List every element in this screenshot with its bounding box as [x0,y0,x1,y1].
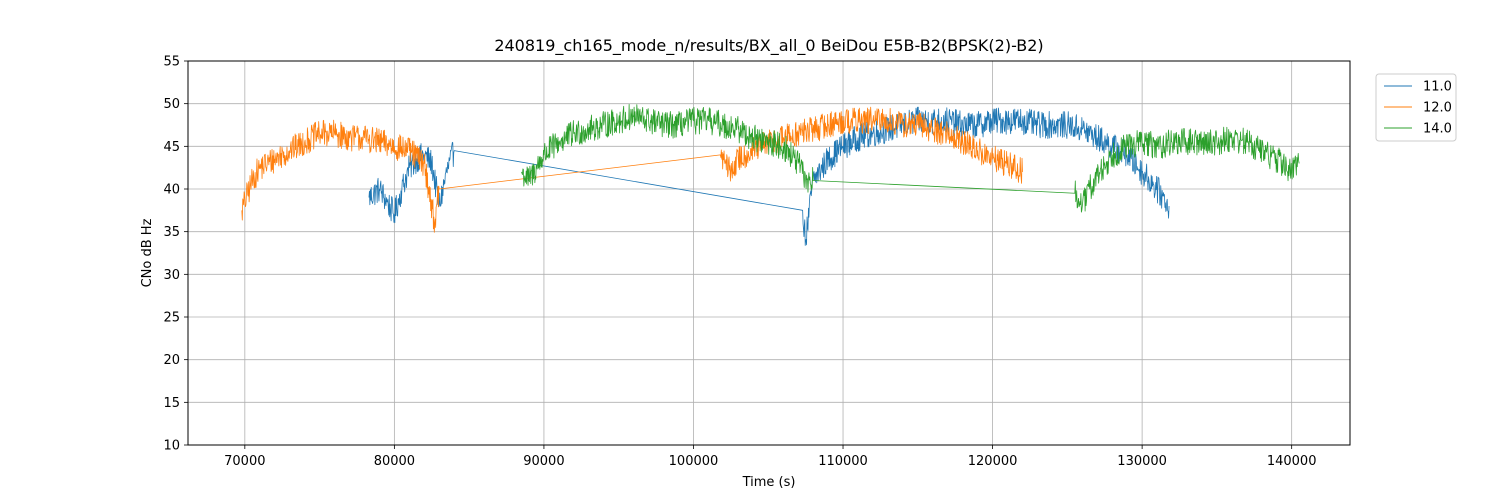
y-tick-label: 10 [163,439,180,454]
y-tick-label: 15 [163,396,180,411]
x-tick-label: 80000 [374,454,415,469]
x-tick-label: 130000 [1117,454,1167,469]
legend-label: 11.0 [1423,80,1452,95]
x-axis: 70000 80000 90000 100000 110000 120000 130000 1… [224,445,1316,469]
y-tick-label: 30 [163,268,180,283]
y-tick-label: 50 [163,97,180,112]
series-line-11.0 [368,106,1170,246]
x-tick-label: 70000 [224,454,265,469]
x-tick-label: 120000 [968,454,1018,469]
y-axis-label: CNo dB Hz [140,218,155,287]
series-layer [241,104,1300,246]
chart-title: 240819_ch165_mode_n/results/BX_all_0 Bei… [494,36,1043,56]
y-tick-label: 55 [163,55,180,70]
legend: 11.0 12.0 14.0 [1375,73,1457,142]
series-line-14.0 [521,104,1300,213]
legend-label: 14.0 [1423,122,1452,137]
x-axis-label: Time (s) [742,475,796,490]
legend-box [1375,73,1457,142]
y-tick-label: 40 [163,183,180,198]
x-tick-label: 140000 [1267,454,1317,469]
x-tick-label: 100000 [669,454,719,469]
y-axis: 10 15 20 25 30 35 40 45 50 55 [163,55,188,454]
y-tick-label: 20 [163,353,180,368]
x-tick-label: 90000 [523,454,564,469]
y-tick-label: 35 [163,225,180,240]
legend-label: 12.0 [1423,101,1452,116]
y-tick-label: 25 [163,311,180,326]
plot-frame [187,60,1351,446]
x-tick-label: 110000 [818,454,868,469]
y-tick-label: 45 [163,140,180,155]
